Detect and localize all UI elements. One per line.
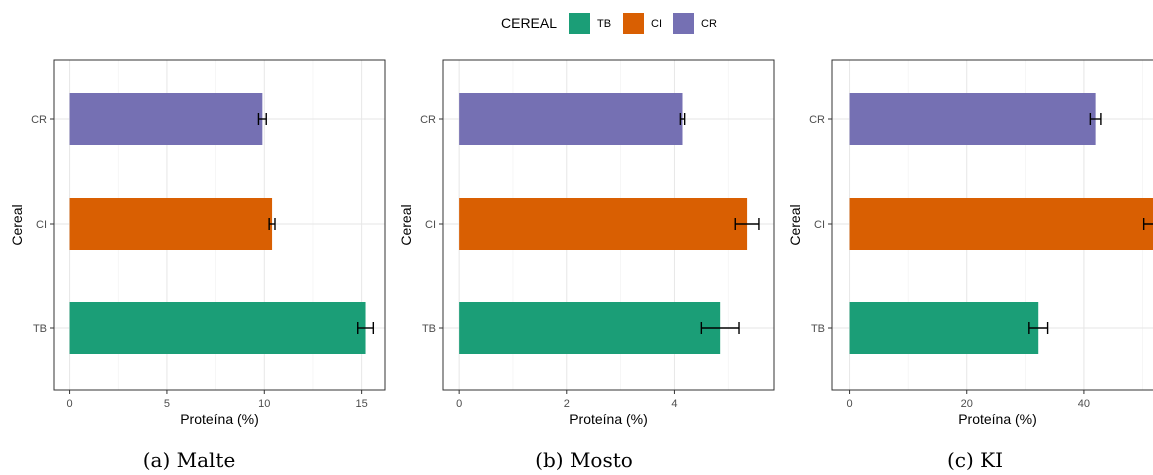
legend-key-tb xyxy=(569,13,590,34)
caption-mosto: (b) Mosto xyxy=(535,448,633,472)
y-tick-label-ci: CI xyxy=(425,219,436,231)
bar-cr xyxy=(459,93,683,145)
x-axis-label: Proteína (%) xyxy=(958,411,1037,427)
bar-tb xyxy=(459,302,721,354)
y-tick-label-tb: TB xyxy=(33,323,47,335)
legend-label-cr: CR xyxy=(701,18,717,30)
x-axis-label: Proteína (%) xyxy=(180,411,259,427)
y-tick-label-cr: CR xyxy=(31,114,47,126)
bar-ci xyxy=(849,198,1153,250)
legend: CEREAL TB CI CR xyxy=(0,12,1153,36)
x-tick-label: 0 xyxy=(67,398,73,410)
x-tick-label: 15 xyxy=(356,398,368,410)
y-tick-label-tb: TB xyxy=(422,323,436,335)
y-tick-label-cr: CR xyxy=(809,114,825,126)
bar-tb xyxy=(69,302,366,354)
legend-label-tb: TB xyxy=(597,18,612,30)
y-tick-label-tb: TB xyxy=(811,323,825,335)
panel-border xyxy=(831,59,1153,391)
chart-panel-malte: TB CI CR 0 5 10 15 Proteína (%) Cereal xyxy=(9,59,386,427)
caption-ki: (c) KI xyxy=(946,448,1003,472)
x-tick-label: 2 xyxy=(564,398,570,410)
bar-cr xyxy=(849,93,1096,145)
x-tick-label: 0 xyxy=(847,398,853,410)
x-tick-label: 4 xyxy=(671,398,677,410)
panel-border xyxy=(53,59,386,391)
y-tick-label-ci: CI xyxy=(814,219,825,231)
bar-ci xyxy=(459,198,748,250)
bar-ci xyxy=(69,198,273,250)
x-tick-label: 5 xyxy=(164,398,170,410)
x-tick-label: 0 xyxy=(456,398,462,410)
y-axis-label: Cereal xyxy=(787,204,803,245)
legend-key-cr xyxy=(673,13,694,34)
x-tick-label: 10 xyxy=(258,398,270,410)
bar-tb xyxy=(849,302,1039,354)
y-tick-label-ci: CI xyxy=(36,219,47,231)
chart-panel-mosto: TB CI CR 0 2 4 Proteína (%) Cereal xyxy=(398,59,775,427)
legend-label-ci: CI xyxy=(651,18,662,30)
x-tick-label: 40 xyxy=(1078,398,1090,410)
chart-panel-ki: TB CI CR 0 20 40 Proteína (%) Cereal xyxy=(787,59,1153,427)
panel-border xyxy=(442,59,775,391)
legend-title: CEREAL xyxy=(501,15,558,31)
y-axis-label: Cereal xyxy=(398,204,414,245)
bar-cr xyxy=(69,93,263,145)
legend-key-ci xyxy=(623,13,644,34)
x-tick-label: 20 xyxy=(961,398,973,410)
y-tick-label-cr: CR xyxy=(420,114,436,126)
y-axis-label: Cereal xyxy=(9,204,25,245)
x-axis-label: Proteína (%) xyxy=(569,411,648,427)
caption-malte: (a) Malte xyxy=(142,448,236,472)
